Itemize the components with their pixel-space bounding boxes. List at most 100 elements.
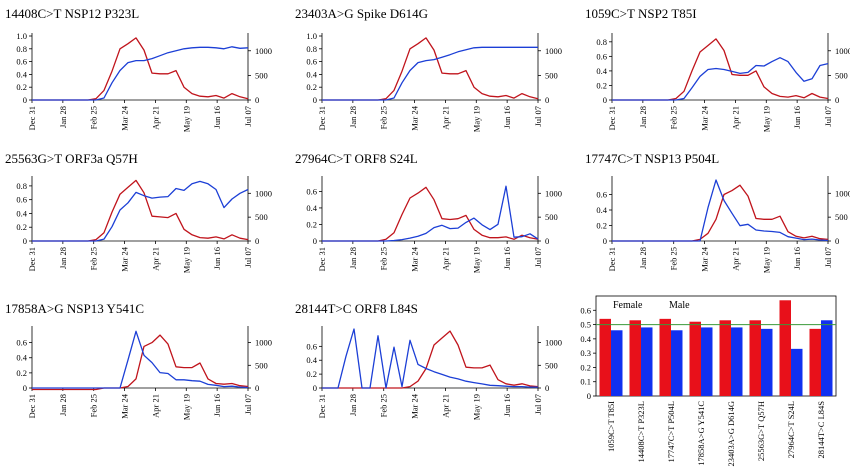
blue-series-line (322, 328, 538, 389)
right-tick-label: 500 (545, 70, 558, 80)
right-tick-label: 500 (545, 360, 558, 370)
category-label: 25563G>T Q57H (756, 401, 766, 461)
category-label: 28144T>C L84S (816, 401, 826, 459)
left-tick-label: 0.4 (16, 208, 27, 218)
left-tick-label: 0.2 (596, 80, 607, 90)
x-tick-label: Jul 07 (533, 247, 543, 268)
female-bar (659, 318, 671, 396)
female-bar (599, 318, 611, 396)
x-tick-label: Jun 16 (792, 247, 802, 269)
right-tick-label: 1000 (545, 188, 562, 198)
x-tick-label: May 19 (471, 106, 481, 132)
x-tick-label: Feb 25 (379, 106, 389, 129)
x-tick-label: Mar 24 (410, 105, 420, 131)
right-tick-label: 0 (255, 236, 259, 246)
line-panel-5: 27964C>T ORF8 S24L 0 0.2 0.4 0.6 0 500 1000 Dec … (295, 151, 562, 273)
left-tick-label: 0.2 (596, 221, 607, 231)
red-series-line (322, 186, 539, 242)
right-tick-label: 0 (255, 95, 259, 105)
red-series-line (322, 330, 539, 389)
x-tick-label: Mar 24 (120, 246, 130, 272)
x-tick-label: Jul 07 (533, 106, 543, 127)
left-tick-label: 0.4 (306, 203, 317, 213)
panel-title: 17747C>T NSP13 P504L (585, 151, 719, 166)
right-tick-label: 500 (255, 360, 268, 370)
left-tick-label: 0 (23, 95, 27, 105)
x-tick-label: May 19 (181, 106, 191, 132)
x-tick-label: Feb 25 (379, 394, 389, 417)
blue-series-line (322, 46, 538, 101)
right-tick-label: 1000 (255, 46, 272, 56)
x-tick-label: Jan 28 (348, 394, 358, 416)
x-tick-label: Apr 21 (150, 106, 160, 130)
left-tick-label: 0.6 (596, 51, 607, 61)
panel-title: 28144T>C ORF8 L84S (295, 301, 418, 316)
right-tick-label: 0 (545, 236, 549, 246)
right-tick-label: 0 (545, 383, 549, 393)
panel-title: 25563G>T ORF3a Q57H (5, 151, 138, 166)
x-tick-label: Jul 07 (823, 247, 833, 268)
x-tick-label: Feb 25 (669, 247, 679, 270)
line-panel-4: 25563G>T ORF3a Q57H 0 0.2 0.4 0.6 0.8 0 500 1000… (5, 151, 272, 273)
x-tick-label: Jun 16 (212, 247, 222, 269)
left-tick-label: 0 (23, 383, 27, 393)
x-tick-label: Dec 31 (27, 106, 37, 130)
x-tick-label: Jul 07 (243, 247, 253, 268)
x-tick-label: Feb 25 (89, 106, 99, 129)
line-panel-3: 1059C>T NSP2 T85I 0 0.2 0.4 0.6 0.8 0 500 1000 De… (585, 6, 850, 132)
left-tick-label: 1.0 (16, 31, 27, 41)
x-tick-label: Jul 07 (533, 394, 543, 415)
left-tick-label: 0.8 (306, 44, 317, 54)
left-tick-label: 1.0 (306, 31, 317, 41)
x-tick-label: Jan 28 (638, 106, 648, 128)
male-bar (701, 327, 713, 396)
panel-title: 14408C>T NSP12 P323L (5, 6, 139, 21)
male-bar (611, 330, 623, 396)
line-panel-1: 14408C>T NSP12 P323L 0 0.2 0.4 0.6 0.8 1.0 0 500… (5, 6, 272, 132)
blue-series-line (32, 330, 249, 389)
x-tick-label: Jul 07 (243, 106, 253, 127)
right-tick-label: 500 (255, 70, 268, 80)
category-label: 17858A>G Y541C (696, 401, 706, 466)
female-bar (779, 300, 791, 396)
male-bar (731, 327, 743, 396)
right-tick-label: 1000 (545, 46, 562, 56)
panel-title: 23403A>G Spike D614G (295, 6, 428, 21)
x-tick-label: Feb 25 (669, 106, 679, 129)
left-tick-label: 0.2 (16, 222, 27, 232)
right-tick-label: 1000 (255, 188, 272, 198)
male-bar (671, 330, 683, 396)
line-panel-8: 28144T>C ORF8 L84S 0 0.2 0.4 0.6 0 500 1000 Dec … (295, 301, 562, 420)
left-tick-label: 0.4 (16, 353, 27, 363)
line-panel-2: 23403A>G Spike D614G 0 0.2 0.4 0.6 0.8 1.0 0 500… (295, 6, 562, 132)
legend-male: Male (669, 300, 690, 311)
y-tick-label: 0 (587, 391, 591, 401)
right-tick-label: 1000 (835, 188, 850, 198)
left-tick-label: 0.6 (16, 338, 27, 348)
x-tick-label: Apr 21 (730, 106, 740, 130)
y-tick-label: 0.2 (580, 362, 591, 372)
female-bar (629, 320, 641, 396)
female-bar (809, 328, 821, 396)
x-tick-label: Jun 16 (502, 394, 512, 416)
y-tick-label: 0.1 (580, 377, 591, 387)
right-tick-label: 1000 (545, 338, 562, 348)
x-tick-label: Feb 25 (89, 247, 99, 270)
left-tick-label: 0 (603, 236, 607, 246)
left-tick-label: 0.8 (16, 181, 27, 191)
right-tick-label: 1000 (255, 338, 272, 348)
x-tick-label: Mar 24 (410, 246, 420, 272)
red-series-line (32, 334, 249, 391)
x-tick-label: Apr 21 (150, 394, 160, 418)
right-tick-label: 0 (835, 236, 839, 246)
left-tick-label: 0 (313, 236, 317, 246)
y-tick-label: 0.3 (580, 348, 591, 358)
x-tick-label: May 19 (471, 394, 481, 420)
x-tick-label: May 19 (761, 247, 771, 273)
left-tick-label: 0.2 (306, 369, 317, 379)
bar-panel: 0 0.1 0.2 0.3 0.4 0.5 0.6 1059C>T T85I 14408C>T … (580, 295, 837, 466)
panel-title: 1059C>T NSP2 T85I (585, 6, 697, 21)
x-tick-label: Jun 16 (502, 106, 512, 128)
male-bar (791, 348, 803, 396)
x-tick-label: Jul 07 (243, 394, 253, 415)
